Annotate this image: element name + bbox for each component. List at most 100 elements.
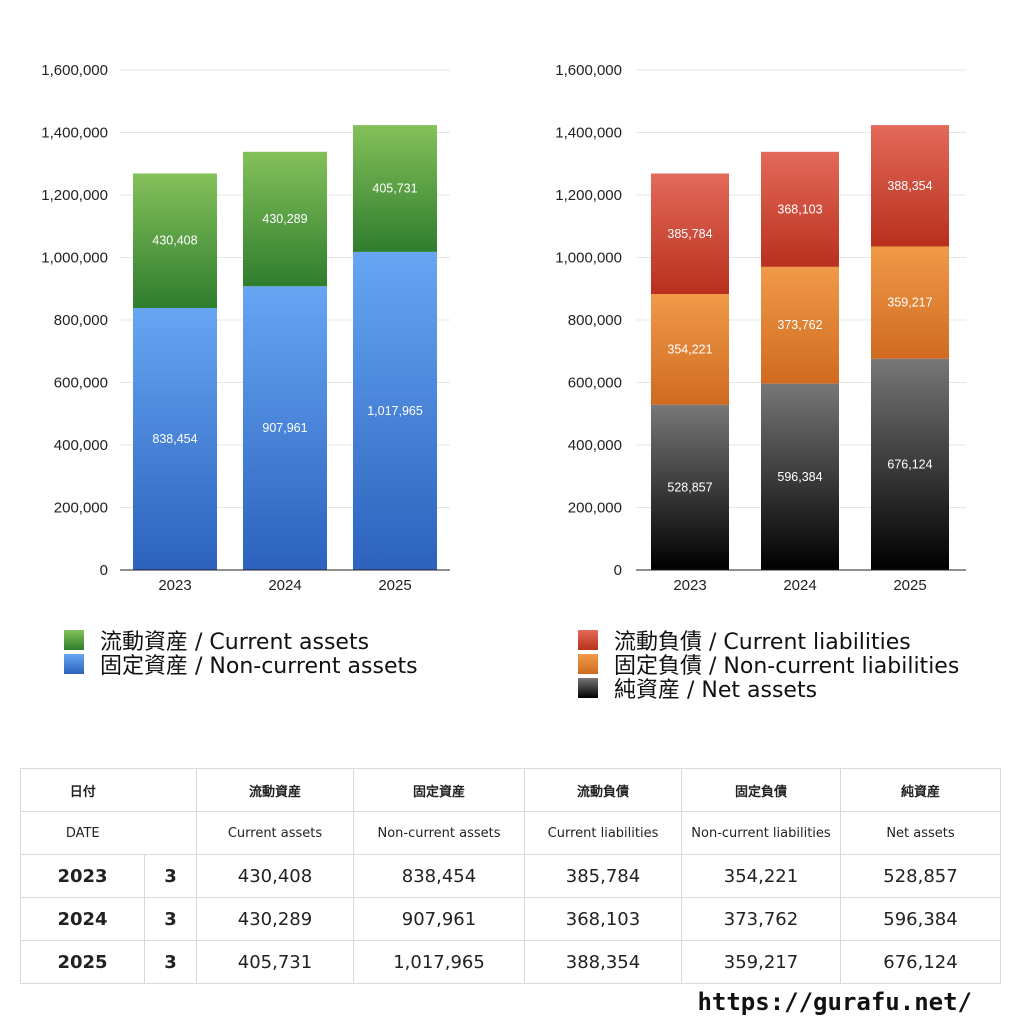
y-tick-label: 800,000 <box>54 312 108 329</box>
charts-area: 0 200,000 400,000 600,000 800,000 1,000,000 1,… <box>41 62 966 703</box>
cell-noncurrent-assets: 1,017,965 <box>353 940 525 984</box>
data-label: 676,124 <box>887 457 932 471</box>
legend-label: 純資産 / Net assets <box>614 678 817 703</box>
cell-net-assets: 528,857 <box>840 854 1001 898</box>
bar-segment <box>651 294 729 405</box>
bar-segment <box>871 358 949 570</box>
header-date-jp: 日付 <box>20 768 145 812</box>
y-tick-label: 1,400,000 <box>555 125 622 142</box>
cell-current-liabilities: 368,103 <box>524 897 682 941</box>
y-tick-label: 0 <box>100 562 108 579</box>
y-tick-label: 1,600,000 <box>555 62 622 79</box>
y-tick-label: 1,200,000 <box>555 187 622 204</box>
header-spacer <box>144 811 197 855</box>
data-label: 368,103 <box>777 202 822 216</box>
site-url-link[interactable]: https://gurafu.net/ <box>697 988 972 1016</box>
legend-label: 流動資産 / Current assets <box>100 630 369 655</box>
table-row: 2023 3 430,408 838,454 385,784 354,221 5… <box>20 854 1001 898</box>
x-tick-label: 2023 <box>673 577 706 594</box>
y-tick-label: 1,000,000 <box>555 250 622 267</box>
legend-swatch <box>64 630 84 650</box>
y-tick-label: 600,000 <box>568 375 622 392</box>
header-current-liabilities-jp: 流動負債 <box>524 768 682 812</box>
cell-net-assets: 596,384 <box>840 897 1001 941</box>
data-label: 388,354 <box>887 179 932 193</box>
x-tick-label: 2024 <box>783 577 816 594</box>
cell-current-liabilities: 385,784 <box>524 854 682 898</box>
bar-segment <box>871 246 949 359</box>
table-header-en: DATE Current assets Non-current assets C… <box>20 811 1001 855</box>
cell-net-assets: 676,124 <box>840 940 1001 984</box>
bar-segment <box>243 286 327 570</box>
y-tick-label: 1,600,000 <box>41 62 108 79</box>
y-tick-label: 200,000 <box>54 500 108 517</box>
y-tick-label: 1,000,000 <box>41 250 108 267</box>
chart-1: 0 200,000 400,000 600,000 800,000 1,000,000 1,… <box>41 62 450 679</box>
bar-segment <box>133 307 217 570</box>
data-label: 354,221 <box>667 342 712 356</box>
legend-swatch <box>578 630 598 650</box>
cell-current-assets: 430,289 <box>196 897 354 941</box>
bar-segment <box>761 383 839 570</box>
header-date-en: DATE <box>20 811 145 855</box>
legend-label: 固定資産 / Non-current assets <box>100 654 418 679</box>
legend-swatch <box>64 654 84 674</box>
bar-segment <box>651 404 729 570</box>
data-table: 日付 流動資産 固定資産 流動負債 固定負債 純資産 DATE Current … <box>20 768 1001 984</box>
header-current-assets-en: Current assets <box>196 811 354 855</box>
x-tick-label: 2023 <box>158 577 191 594</box>
table-row: 2024 3 430,289 907,961 368,103 373,762 5… <box>20 897 1001 941</box>
data-label: 1,017,965 <box>367 404 423 418</box>
legend-label: 固定負債 / Non-current liabilities <box>614 654 959 679</box>
y-tick-label: 800,000 <box>568 312 622 329</box>
cell-current-liabilities: 388,354 <box>524 940 682 984</box>
table-header-jp: 日付 流動資産 固定資産 流動負債 固定負債 純資産 <box>20 768 1001 812</box>
bar-segment <box>761 151 839 267</box>
bar-segment <box>761 266 839 384</box>
chart-2: 0 200,000 400,000 600,000 800,000 1,000,000 1,… <box>555 62 966 703</box>
cell-noncurrent-liabilities: 354,221 <box>681 854 841 898</box>
bar-segment <box>651 173 729 295</box>
bar-segment <box>871 125 949 247</box>
table-row: 2025 3 405,731 1,017,965 388,354 359,217… <box>20 940 1001 984</box>
data-label: 596,384 <box>777 470 822 484</box>
cell-current-assets: 405,731 <box>196 940 354 984</box>
header-current-liabilities-en: Current liabilities <box>524 811 682 855</box>
row-year: 2023 <box>20 854 145 898</box>
header-noncurrent-liabilities-jp: 固定負債 <box>681 768 841 812</box>
bar-segment <box>133 173 217 308</box>
row-month: 3 <box>144 940 197 984</box>
data-label: 430,289 <box>262 212 307 226</box>
header-current-assets-jp: 流動資産 <box>196 768 354 812</box>
x-tick-label: 2025 <box>893 577 926 594</box>
data-label: 907,961 <box>262 421 307 435</box>
cell-noncurrent-assets: 838,454 <box>353 854 525 898</box>
bar-segment <box>243 151 327 287</box>
cell-current-assets: 430,408 <box>196 854 354 898</box>
row-month: 3 <box>144 854 197 898</box>
y-tick-label: 200,000 <box>568 500 622 517</box>
cell-noncurrent-assets: 907,961 <box>353 897 525 941</box>
x-tick-label: 2024 <box>268 577 301 594</box>
data-label: 405,731 <box>372 181 417 195</box>
header-net-assets-jp: 純資産 <box>840 768 1001 812</box>
header-noncurrent-liabilities-en: Non-current liabilities <box>681 811 841 855</box>
data-label: 385,784 <box>667 227 712 241</box>
data-label: 528,857 <box>667 480 712 494</box>
row-year: 2024 <box>20 897 145 941</box>
y-tick-label: 400,000 <box>568 437 622 454</box>
y-tick-label: 0 <box>614 562 622 579</box>
header-spacer <box>144 768 197 812</box>
data-label: 373,762 <box>777 318 822 332</box>
bar-segment <box>353 251 437 571</box>
header-net-assets-en: Net assets <box>840 811 1001 855</box>
data-label: 838,454 <box>152 432 197 446</box>
data-label: 430,408 <box>152 234 197 248</box>
header-noncurrent-assets-en: Non-current assets <box>353 811 525 855</box>
y-tick-label: 600,000 <box>54 375 108 392</box>
row-month: 3 <box>144 897 197 941</box>
row-year: 2025 <box>20 940 145 984</box>
cell-noncurrent-liabilities: 373,762 <box>681 897 841 941</box>
y-tick-label: 1,200,000 <box>41 187 108 204</box>
header-noncurrent-assets-jp: 固定資産 <box>353 768 525 812</box>
